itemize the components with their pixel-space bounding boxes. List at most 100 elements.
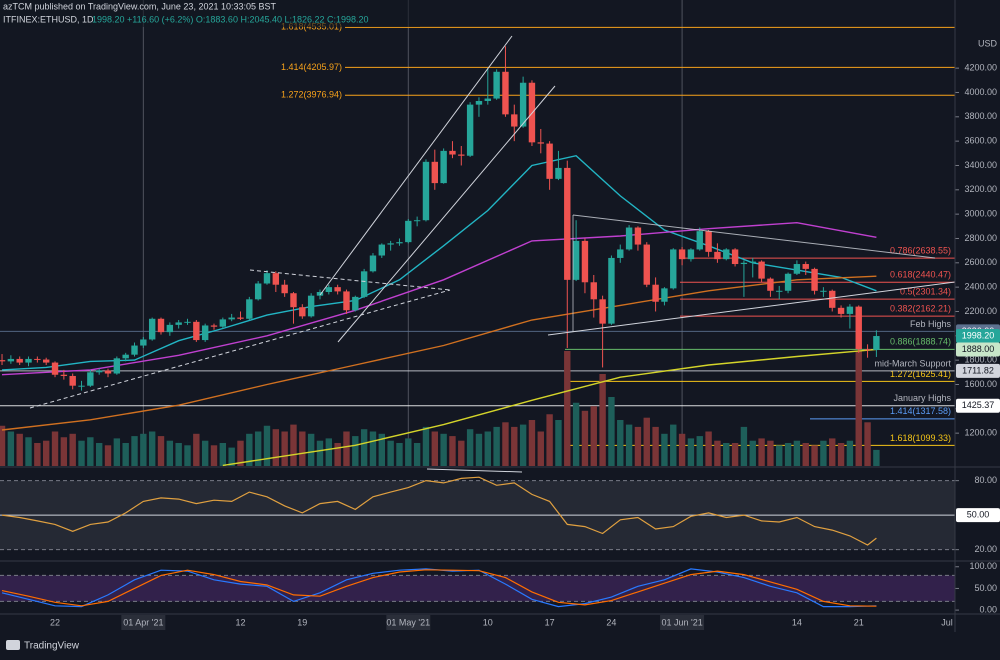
candle-body: [387, 243, 394, 245]
candle-body: [193, 321, 200, 341]
candle-body: [590, 282, 597, 300]
candle-body: [184, 321, 191, 323]
volume-bar: [643, 417, 650, 466]
volume-bar: [369, 431, 377, 466]
volume-bar: [758, 438, 765, 466]
candle-body: [237, 317, 244, 319]
volume-bar: [148, 431, 156, 466]
candle-body: [652, 284, 659, 302]
volume-bar: [42, 440, 50, 466]
candle-body: [546, 143, 553, 179]
price-tag: [956, 398, 1000, 413]
y-tick-label: 3000.00: [964, 209, 997, 219]
volume-bar: [396, 443, 403, 466]
volume-bar: [767, 440, 774, 466]
candle-body: [157, 318, 165, 333]
volume-bar: [87, 437, 94, 466]
x-tick-label: 22: [50, 617, 60, 627]
volume-bar: [16, 433, 23, 466]
volume-bar: [175, 443, 182, 466]
dashed-line: [249, 269, 451, 291]
y-tick-label: 80.00: [974, 475, 997, 485]
candle-body: [767, 278, 774, 291]
candle-body: [820, 290, 827, 292]
volume-bar: [51, 431, 59, 466]
channel-upper: [319, 35, 513, 296]
candle-body: [360, 271, 368, 297]
candle-body: [723, 249, 730, 260]
volume-bar: [493, 426, 500, 466]
candle-body: [325, 287, 333, 293]
volume-bar: [431, 431, 438, 466]
candle-body: [148, 318, 156, 340]
volume-bar: [687, 438, 695, 466]
candle-body: [555, 167, 562, 179]
volume-bar: [723, 443, 730, 466]
candle-body: [431, 161, 438, 184]
moving-average: [1, 275, 877, 431]
moving-average: [1, 221, 877, 376]
candle-body: [608, 257, 615, 324]
fib-label: 0.618(2440.47): [890, 270, 951, 280]
volume-bar: [413, 443, 421, 466]
candle-body: [369, 255, 377, 272]
candle-body: [422, 161, 430, 221]
candle-body: [440, 150, 447, 184]
volume-bar: [537, 431, 544, 466]
fib-label: 1.272(3976.94): [281, 90, 342, 100]
candle-body: [625, 227, 633, 250]
volume-bar: [166, 440, 174, 466]
candle-body: [272, 273, 280, 285]
candle-body: [855, 306, 862, 350]
currency: USD: [978, 38, 998, 48]
y-tick-label: 1800.00: [964, 355, 997, 365]
volume-bar: [466, 429, 474, 466]
level-tag-label: 50.00: [967, 510, 990, 520]
volume-bar: [617, 420, 624, 466]
triangle-lower: [547, 281, 956, 336]
volume-bar: [360, 429, 368, 466]
volume-bar: [184, 445, 191, 466]
candle-body: [60, 374, 68, 376]
volume-bar: [343, 431, 350, 466]
volume-bar: [634, 426, 642, 466]
overlay-layer: 22 01 Apr '21 12 19 01 May '21 10 17 24 01 Jun '…: [50, 319, 1000, 630]
candle-body: [758, 261, 765, 279]
candle-body: [687, 249, 695, 260]
x-tick-label: 12: [235, 617, 245, 627]
candle-body: [263, 273, 271, 284]
y-tick-label: 3400.00: [964, 160, 997, 170]
candle-body: [42, 359, 50, 363]
volume-bar: [140, 433, 147, 466]
volume-bar: [793, 440, 801, 466]
volume-bar: [157, 436, 165, 466]
volume-bar: [873, 449, 880, 466]
candle-body: [502, 71, 509, 115]
quote: 1998.20 +116.60 (+6.2%) O:1883.60 H:2045…: [92, 14, 369, 24]
candle-body: [307, 295, 315, 317]
volume-bar: [661, 433, 668, 466]
candle-body: [564, 167, 571, 280]
volume-bar: [740, 426, 748, 466]
volume-bar: [449, 436, 456, 466]
x-tick-label: 01 May '21: [386, 617, 430, 627]
candle-body: [166, 324, 174, 333]
symbol: ITFINEX:ETHUSD, 1D: [3, 14, 94, 24]
candle-body: [87, 372, 94, 386]
level-tag: [956, 508, 1000, 523]
candle-body: [537, 142, 544, 144]
volume-bar: [281, 431, 288, 466]
volume-bar: [731, 443, 739, 466]
volume-bar: [581, 410, 589, 466]
candle-body: [334, 287, 341, 292]
fib-label: 1.414(4205.97): [281, 62, 342, 72]
volume-bar: [484, 431, 491, 466]
volume-bar: [714, 440, 721, 466]
volume-bar: [546, 414, 553, 466]
price-tag-label: 1998.20: [962, 330, 995, 340]
candle-body: [599, 299, 606, 324]
y-tick-label: 2800.00: [964, 233, 997, 243]
brand: TradingView: [24, 641, 80, 652]
volume-bar: [405, 438, 412, 466]
